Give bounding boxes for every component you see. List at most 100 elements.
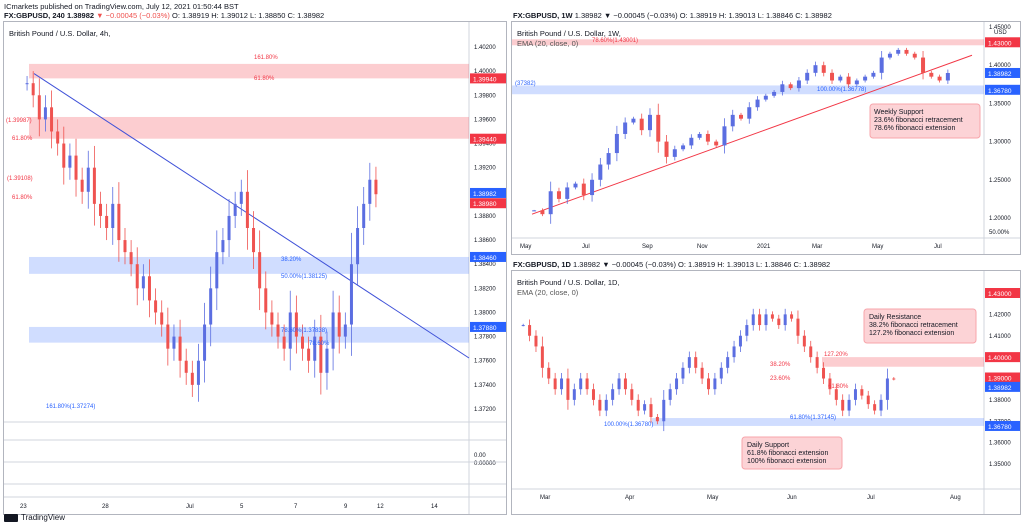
candle-1w-candle bbox=[714, 141, 719, 146]
candle-4h-candle bbox=[307, 348, 311, 361]
candle-1d-candle bbox=[770, 314, 774, 319]
chart-1d[interactable]: 1.43000 1.42000 1.41000 1.40000 1.39000 1.380… bbox=[511, 270, 1021, 515]
candle-1d-candle bbox=[745, 325, 749, 336]
candle-4h-candle bbox=[264, 288, 268, 313]
candle-1w-candle bbox=[598, 164, 603, 180]
candle-4h-candle bbox=[56, 131, 60, 144]
candle-1w-candle bbox=[821, 65, 826, 73]
y-tick-label: 1.40000 bbox=[474, 69, 496, 75]
fib-annotation: 161.80%(1.37274) bbox=[46, 404, 95, 410]
price-tag-4h-4-bg bbox=[470, 251, 506, 262]
candle-1d-candle bbox=[540, 346, 544, 368]
y-tick-label: 1.38000 bbox=[474, 310, 496, 316]
candle-4h-candle bbox=[166, 324, 170, 349]
y-tick-label: 1.39400 bbox=[474, 142, 496, 148]
candle-1d-candle bbox=[528, 325, 532, 336]
x-tick-label: May bbox=[707, 495, 718, 501]
candle-4h-candle bbox=[209, 288, 213, 325]
fib-annotation: 50.00%(1.38125) bbox=[281, 274, 327, 280]
candle-1d-candle bbox=[694, 357, 698, 368]
candle-1d-candle bbox=[777, 318, 781, 326]
candle-1d-candle bbox=[707, 378, 710, 390]
candle-4h-candle bbox=[135, 264, 139, 289]
x-tick-label: Nov bbox=[697, 244, 708, 250]
candle-4h-candle bbox=[160, 312, 164, 325]
candle-1d-candle bbox=[643, 404, 647, 411]
price-tag-4h-2: 1.38982 bbox=[473, 191, 497, 198]
candle-4h-candle bbox=[221, 240, 225, 253]
fib-annotation: 100.00%(1.36780) bbox=[604, 422, 653, 428]
candle-1d-candle bbox=[796, 318, 800, 336]
y-tick-label: 1.30000 bbox=[989, 140, 1011, 146]
candle-4h-candle bbox=[215, 252, 219, 289]
price-tag-1w-2: 1.36780 bbox=[988, 88, 1012, 95]
chart-4h[interactable]: 1.40200 1.40000 1.39800 1.39600 1.39400 1.392… bbox=[3, 21, 507, 515]
candle-1d-candle bbox=[860, 389, 864, 396]
fib-annotation: (1.39987) bbox=[6, 118, 32, 124]
candle-1d-candle bbox=[662, 399, 666, 422]
candle-1d-candle bbox=[591, 389, 595, 400]
candle-1w-candle bbox=[904, 49, 909, 54]
callout-line: Daily Resistance bbox=[869, 314, 921, 321]
candle-1w-candle bbox=[937, 76, 942, 81]
price-tag-1d-2-bg bbox=[985, 372, 1020, 383]
candle-1w-candle bbox=[796, 80, 801, 89]
candle-1w-candle bbox=[532, 210, 537, 212]
candle-1d-candle bbox=[681, 367, 685, 379]
candle-1w-candle bbox=[672, 149, 677, 157]
y-tick-label: 0.00000 bbox=[474, 461, 496, 467]
candle-4h-candle bbox=[105, 215, 109, 228]
candle-1w-candle bbox=[722, 126, 727, 146]
price-tag-1d-0: 1.43000 bbox=[988, 291, 1012, 298]
chart-1w-title: British Pound / U.S. Dollar, 1W, bbox=[517, 29, 621, 38]
candle-4h-candle bbox=[245, 191, 249, 228]
x-tick-label: Jul bbox=[867, 495, 875, 501]
tradingview-logo[interactable]: TradingView bbox=[4, 513, 65, 522]
candle-1w-candle bbox=[689, 137, 694, 146]
candle-1d-candle bbox=[687, 357, 691, 368]
y-tick-label: 1.39600 bbox=[474, 117, 496, 123]
candle-4h-candle bbox=[117, 203, 121, 241]
callout-line: 127.2% fibonacci extension bbox=[869, 330, 954, 337]
x-tick-label: Mar bbox=[540, 495, 550, 501]
candle-4h-candle bbox=[294, 312, 298, 337]
candle-1w-candle bbox=[755, 99, 760, 108]
fib-annotation: 78.60% bbox=[309, 341, 330, 347]
chart-1w[interactable]: 1.45000 1.40000 1.35000 1.30000 1.25000 1.200… bbox=[511, 21, 1021, 255]
candle-4h-candle bbox=[337, 312, 341, 337]
candle-4h-candle bbox=[43, 107, 47, 120]
candle-1d-candle bbox=[892, 378, 896, 380]
candle-1d-candle bbox=[611, 389, 615, 400]
candle-1w-candle bbox=[912, 53, 917, 58]
candle-1d-candle bbox=[585, 378, 589, 390]
candle-1w-candle bbox=[879, 57, 884, 73]
fib-annotation: 61.80% bbox=[254, 76, 275, 82]
candle-1w-candle bbox=[697, 133, 702, 138]
y-tick-label: 1.37800 bbox=[474, 335, 496, 341]
y-tick-label: 1.37400 bbox=[474, 383, 496, 389]
price-tag-1d-4: 1.36780 bbox=[988, 424, 1012, 431]
fib-annotation: 23.60% bbox=[770, 376, 791, 382]
y-tick-label: 1.35000 bbox=[989, 462, 1011, 468]
callout-line: Daily Support bbox=[747, 442, 789, 449]
candle-1d-candle bbox=[668, 389, 672, 400]
candle-4h-candle bbox=[62, 143, 66, 168]
candle-4h-candle bbox=[129, 252, 133, 265]
y-tick-label: 1.39800 bbox=[474, 93, 496, 99]
candle-1w-candle bbox=[647, 114, 652, 131]
candle-4h-candle bbox=[147, 276, 151, 301]
resistance-zone bbox=[822, 357, 984, 367]
candle-4h-candle bbox=[374, 179, 378, 195]
candle-4h-candle bbox=[37, 95, 41, 120]
candle-1w-candle bbox=[739, 114, 743, 119]
candle-1d-candle bbox=[841, 399, 845, 411]
currency-label: USD bbox=[994, 30, 1007, 36]
candle-1w-candle bbox=[838, 76, 843, 81]
x-tick-label: 5 bbox=[240, 504, 244, 510]
candle-4h-candle bbox=[31, 83, 35, 96]
fib-annotation: 61.80%(1.37145) bbox=[790, 415, 836, 421]
y-tick-label: 1.40000 bbox=[989, 63, 1011, 69]
callout-line: 100% fibonacci extension bbox=[747, 458, 826, 465]
zone-3 bbox=[29, 326, 469, 343]
chart-1d-ohlc: 1.38982 ▼ −0.00045 (−0.03%) O: 1.38919 H… bbox=[573, 260, 831, 269]
